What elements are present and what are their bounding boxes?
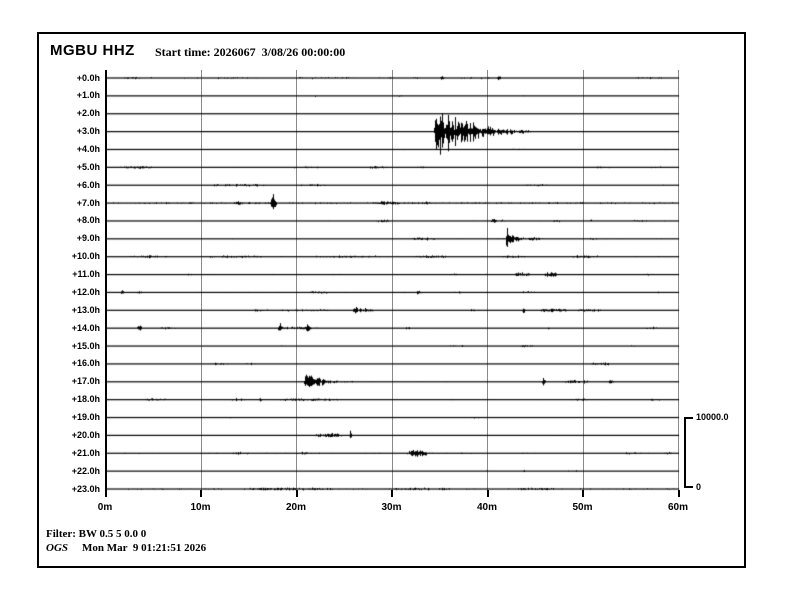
hour-label: +0.0h <box>76 72 100 83</box>
hour-label: +11.0h <box>72 269 100 280</box>
minute-label: 50m <box>572 502 593 513</box>
hour-label: +22.0h <box>71 465 100 476</box>
hour-label: +10.0h <box>71 251 100 262</box>
filter-info: Filter: BW 0.5 5 0.0 0 <box>46 528 147 540</box>
hour-label: +19.0h <box>71 412 100 423</box>
hour-label: +3.0h <box>76 126 100 137</box>
agency-label: OGS <box>46 542 69 554</box>
hour-label: +5.0h <box>76 161 100 172</box>
hour-label: +18.0h <box>71 394 100 405</box>
hour-label: +13.0h <box>71 304 100 315</box>
generated-timestamp: Mon Mar 9 01:21:51 2026 <box>82 542 207 554</box>
minute-label: 20m <box>285 502 306 513</box>
station-title: MGBU HHZ <box>50 42 135 59</box>
start-time-label: Start time: 2026067 3/08/26 00:00:00 <box>155 45 346 59</box>
hour-label: +14.0h <box>71 322 100 333</box>
hour-label: +23.0h <box>71 483 100 494</box>
scale-bar <box>684 417 686 488</box>
hour-label: +1.0h <box>76 90 100 101</box>
hour-label: +17.0h <box>71 376 100 387</box>
hour-label: +7.0h <box>76 197 100 208</box>
seismogram-traces <box>100 64 692 500</box>
minute-label: 30m <box>381 502 402 513</box>
minute-label: 0m <box>97 502 113 513</box>
minute-label: 10m <box>190 502 211 513</box>
hour-label: +16.0h <box>71 358 100 369</box>
hour-label: +15.0h <box>71 340 100 351</box>
hour-label: +20.0h <box>71 429 100 440</box>
hour-label: +4.0h <box>76 143 100 154</box>
scale-bar-top-arm <box>684 417 693 419</box>
hour-label: +9.0h <box>76 233 100 244</box>
scale-bar-bottom-arm <box>684 486 693 488</box>
scale-min-label: 0 <box>696 482 702 492</box>
minute-label: 40m <box>476 502 497 513</box>
hour-label: +2.0h <box>76 108 100 119</box>
footer-info: OGS Mon Mar 9 01:21:51 2026 <box>46 542 206 554</box>
hour-label: +21.0h <box>71 447 100 458</box>
minute-label: 60m <box>667 502 688 513</box>
scale-max-label: 10000.0 <box>696 412 729 422</box>
hour-label: +8.0h <box>76 215 100 226</box>
hour-label: +12.0h <box>71 286 100 297</box>
hour-label: +6.0h <box>76 179 100 190</box>
